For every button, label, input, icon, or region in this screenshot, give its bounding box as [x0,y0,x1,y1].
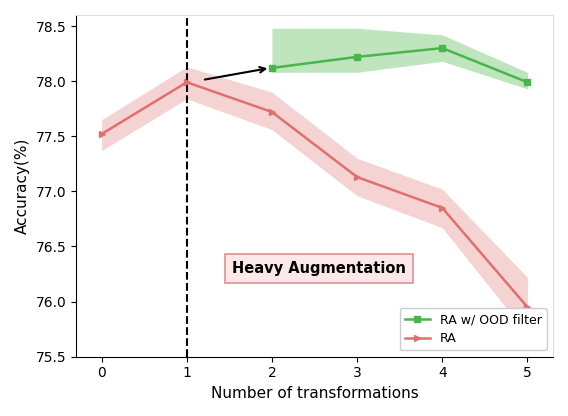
RA w/ OOD filter [269,65,275,70]
Line: RA w/ OOD filter: RA w/ OOD filter [269,45,531,86]
RA w/ OOD filter [354,54,361,59]
RA w/ OOD filter [439,46,446,51]
RA [439,206,446,210]
RA [98,131,105,136]
RA [354,175,361,180]
Legend: RA w/ OOD filter, RA: RA w/ OOD filter, RA [400,308,547,350]
Line: RA: RA [98,79,531,311]
X-axis label: Number of transformations: Number of transformations [211,386,419,401]
RA [269,109,275,114]
RA [183,80,190,85]
Y-axis label: Accuracy(%): Accuracy(%) [15,138,30,234]
Text: Heavy Augmentation: Heavy Augmentation [232,261,406,276]
RA w/ OOD filter [524,80,531,85]
RA [524,305,531,310]
